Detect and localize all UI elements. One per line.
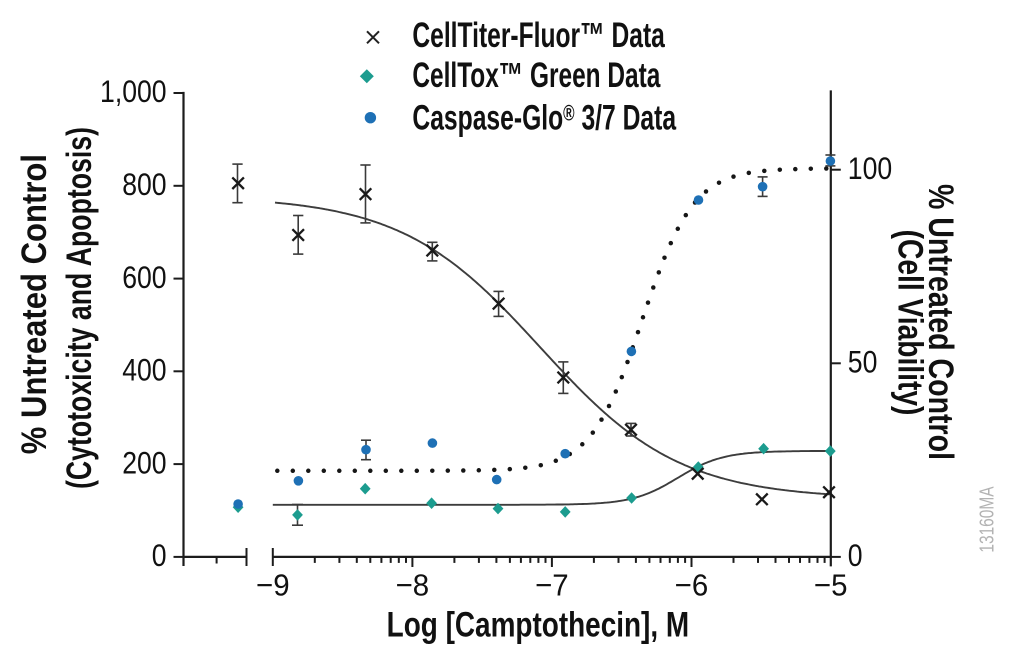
svg-text:800: 800 <box>122 168 166 202</box>
svg-text:(Cytotoxicity and Apoptosis): (Cytotoxicity and Apoptosis) <box>60 127 99 489</box>
svg-text:0: 0 <box>152 539 167 573</box>
svg-text:0: 0 <box>848 539 863 573</box>
svg-text:400: 400 <box>122 354 166 388</box>
svg-text:(Cell Viability): (Cell Viability) <box>891 230 931 416</box>
svg-text:50: 50 <box>848 346 878 380</box>
svg-text:Log [Camptothecin], M: Log [Camptothecin], M <box>387 604 689 644</box>
svg-text:% Untreated Control: % Untreated Control <box>15 154 54 454</box>
svg-text:13160MA: 13160MA <box>976 486 998 552</box>
svg-text:−9: −9 <box>256 569 290 603</box>
svg-text:% Untreated Control: % Untreated Control <box>921 184 960 460</box>
svg-text:−5: −5 <box>814 569 848 603</box>
svg-text:1,000: 1,000 <box>100 75 167 109</box>
svg-text:Caspase-Glo® 3/7 Data: Caspase-Glo® 3/7 Data <box>412 100 677 138</box>
svg-text:100: 100 <box>848 152 892 186</box>
svg-text:−6: −6 <box>675 569 709 603</box>
svg-text:−8: −8 <box>396 569 430 603</box>
svg-text:CellTox™ Green Data: CellTox™ Green Data <box>412 57 660 95</box>
svg-text:−7: −7 <box>535 569 569 603</box>
svg-text:600: 600 <box>122 261 166 295</box>
svg-text:CellTiter-Fluor™ Data: CellTiter-Fluor™ Data <box>412 17 665 55</box>
svg-text:200: 200 <box>122 446 166 480</box>
